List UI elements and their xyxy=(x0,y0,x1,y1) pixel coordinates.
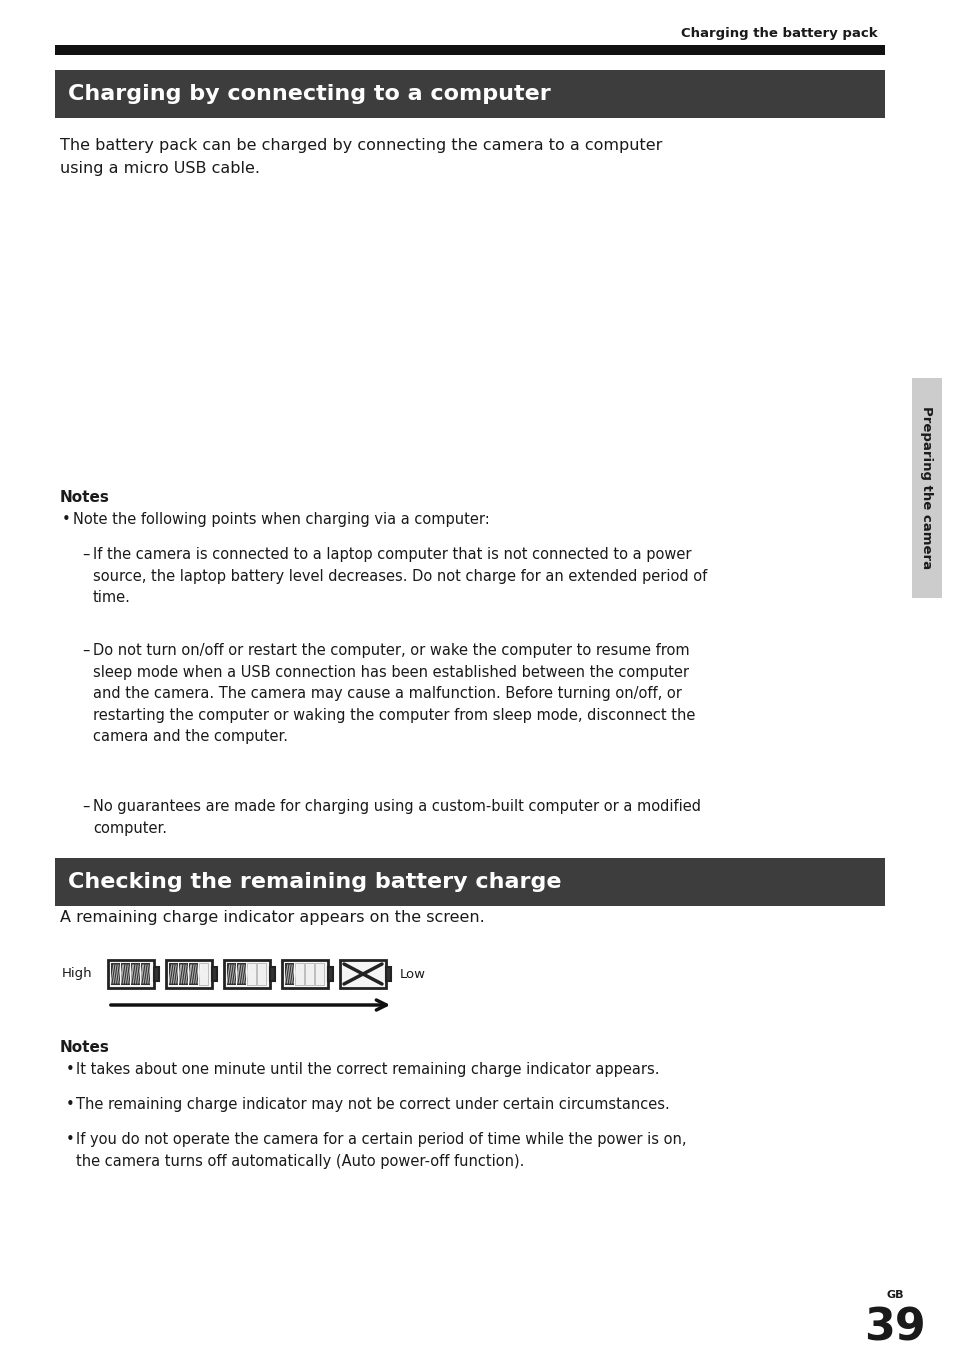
Bar xyxy=(153,967,159,981)
Bar xyxy=(189,963,198,985)
Text: –: – xyxy=(82,547,90,562)
Bar xyxy=(55,44,884,55)
Text: Notes: Notes xyxy=(60,490,110,504)
Bar xyxy=(247,963,255,985)
Bar xyxy=(256,963,266,985)
Bar xyxy=(199,963,208,985)
Bar xyxy=(55,70,884,118)
Bar xyxy=(166,960,212,989)
Bar xyxy=(179,963,188,985)
Bar xyxy=(169,963,178,985)
Text: –: – xyxy=(82,643,90,658)
Text: The battery pack can be charged by connecting the camera to a computer
using a m: The battery pack can be charged by conne… xyxy=(60,139,661,176)
Bar xyxy=(305,963,314,985)
Bar xyxy=(121,963,130,985)
Text: It takes about one minute until the correct remaining charge indicator appears.: It takes about one minute until the corr… xyxy=(76,1063,659,1077)
Bar xyxy=(386,967,391,981)
Bar xyxy=(285,963,294,985)
Bar xyxy=(911,378,941,599)
Text: High: High xyxy=(62,967,92,981)
Bar xyxy=(227,963,235,985)
Text: Note the following points when charging via a computer:: Note the following points when charging … xyxy=(73,512,489,527)
Text: If you do not operate the camera for a certain period of time while the power is: If you do not operate the camera for a c… xyxy=(76,1132,686,1169)
Text: Low: Low xyxy=(399,967,426,981)
Text: •: • xyxy=(66,1063,74,1077)
Text: •: • xyxy=(62,512,71,527)
Text: Notes: Notes xyxy=(60,1040,110,1054)
Bar xyxy=(294,963,304,985)
Text: Do not turn on/off or restart the computer, or wake the computer to resume from
: Do not turn on/off or restart the comput… xyxy=(92,643,695,744)
Bar xyxy=(314,963,324,985)
Bar xyxy=(282,960,328,989)
Bar xyxy=(111,963,120,985)
Bar xyxy=(55,858,884,907)
Text: –: – xyxy=(82,799,90,814)
Text: GB: GB xyxy=(885,1290,902,1301)
Text: The remaining charge indicator may not be correct under certain circumstances.: The remaining charge indicator may not b… xyxy=(76,1098,669,1112)
Text: •: • xyxy=(66,1132,74,1147)
Text: Charging by connecting to a computer: Charging by connecting to a computer xyxy=(68,83,550,104)
Bar xyxy=(328,967,333,981)
Text: If the camera is connected to a laptop computer that is not connected to a power: If the camera is connected to a laptop c… xyxy=(92,547,706,605)
Bar xyxy=(224,960,270,989)
Text: Preparing the camera: Preparing the camera xyxy=(920,406,933,569)
Text: 39: 39 xyxy=(863,1306,925,1345)
Bar xyxy=(108,960,153,989)
Bar xyxy=(236,963,246,985)
Text: •: • xyxy=(66,1098,74,1112)
Bar xyxy=(131,963,140,985)
Text: Charging the battery pack: Charging the battery pack xyxy=(680,27,877,40)
Text: A remaining charge indicator appears on the screen.: A remaining charge indicator appears on … xyxy=(60,911,484,925)
Bar xyxy=(270,967,274,981)
Bar xyxy=(212,967,216,981)
Text: Checking the remaining battery charge: Checking the remaining battery charge xyxy=(68,872,561,892)
Bar xyxy=(141,963,150,985)
Bar xyxy=(339,960,386,989)
Text: No guarantees are made for charging using a custom-built computer or a modified
: No guarantees are made for charging usin… xyxy=(92,799,700,835)
